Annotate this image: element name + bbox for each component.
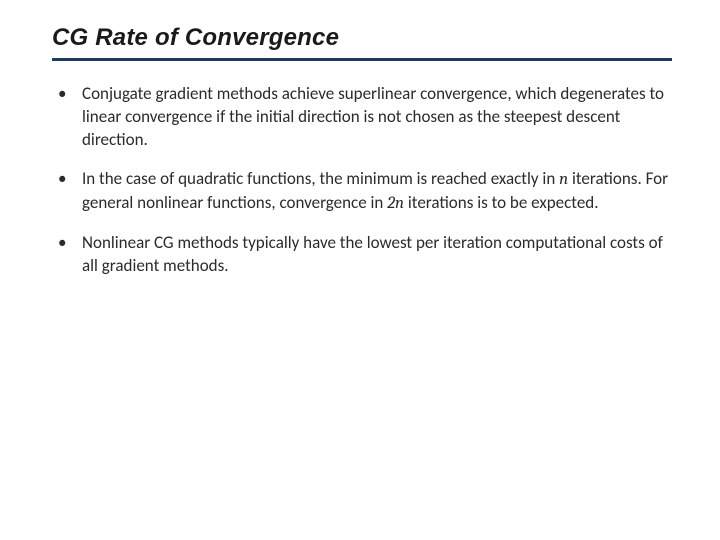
- bullet-text: iterations is to be expected.: [404, 192, 598, 213]
- math-var: 2n: [387, 194, 404, 213]
- math-var: n: [559, 170, 568, 189]
- slide-title: CG Rate of Convergence: [52, 24, 672, 61]
- list-item: Conjugate gradient methods achieve super…: [52, 83, 672, 152]
- bullet-list: Conjugate gradient methods achieve super…: [52, 83, 672, 278]
- list-item: Nonlinear CG methods typically have the …: [52, 232, 672, 278]
- list-item: In the case of quadratic functions, the …: [52, 168, 672, 216]
- slide: CG Rate of Convergence Conjugate gradien…: [0, 0, 720, 540]
- bullet-text: In the case of quadratic functions, the …: [82, 168, 559, 189]
- bullet-text: Nonlinear CG methods typically have the …: [82, 232, 663, 276]
- bullet-text: Conjugate gradient methods achieve super…: [82, 83, 664, 150]
